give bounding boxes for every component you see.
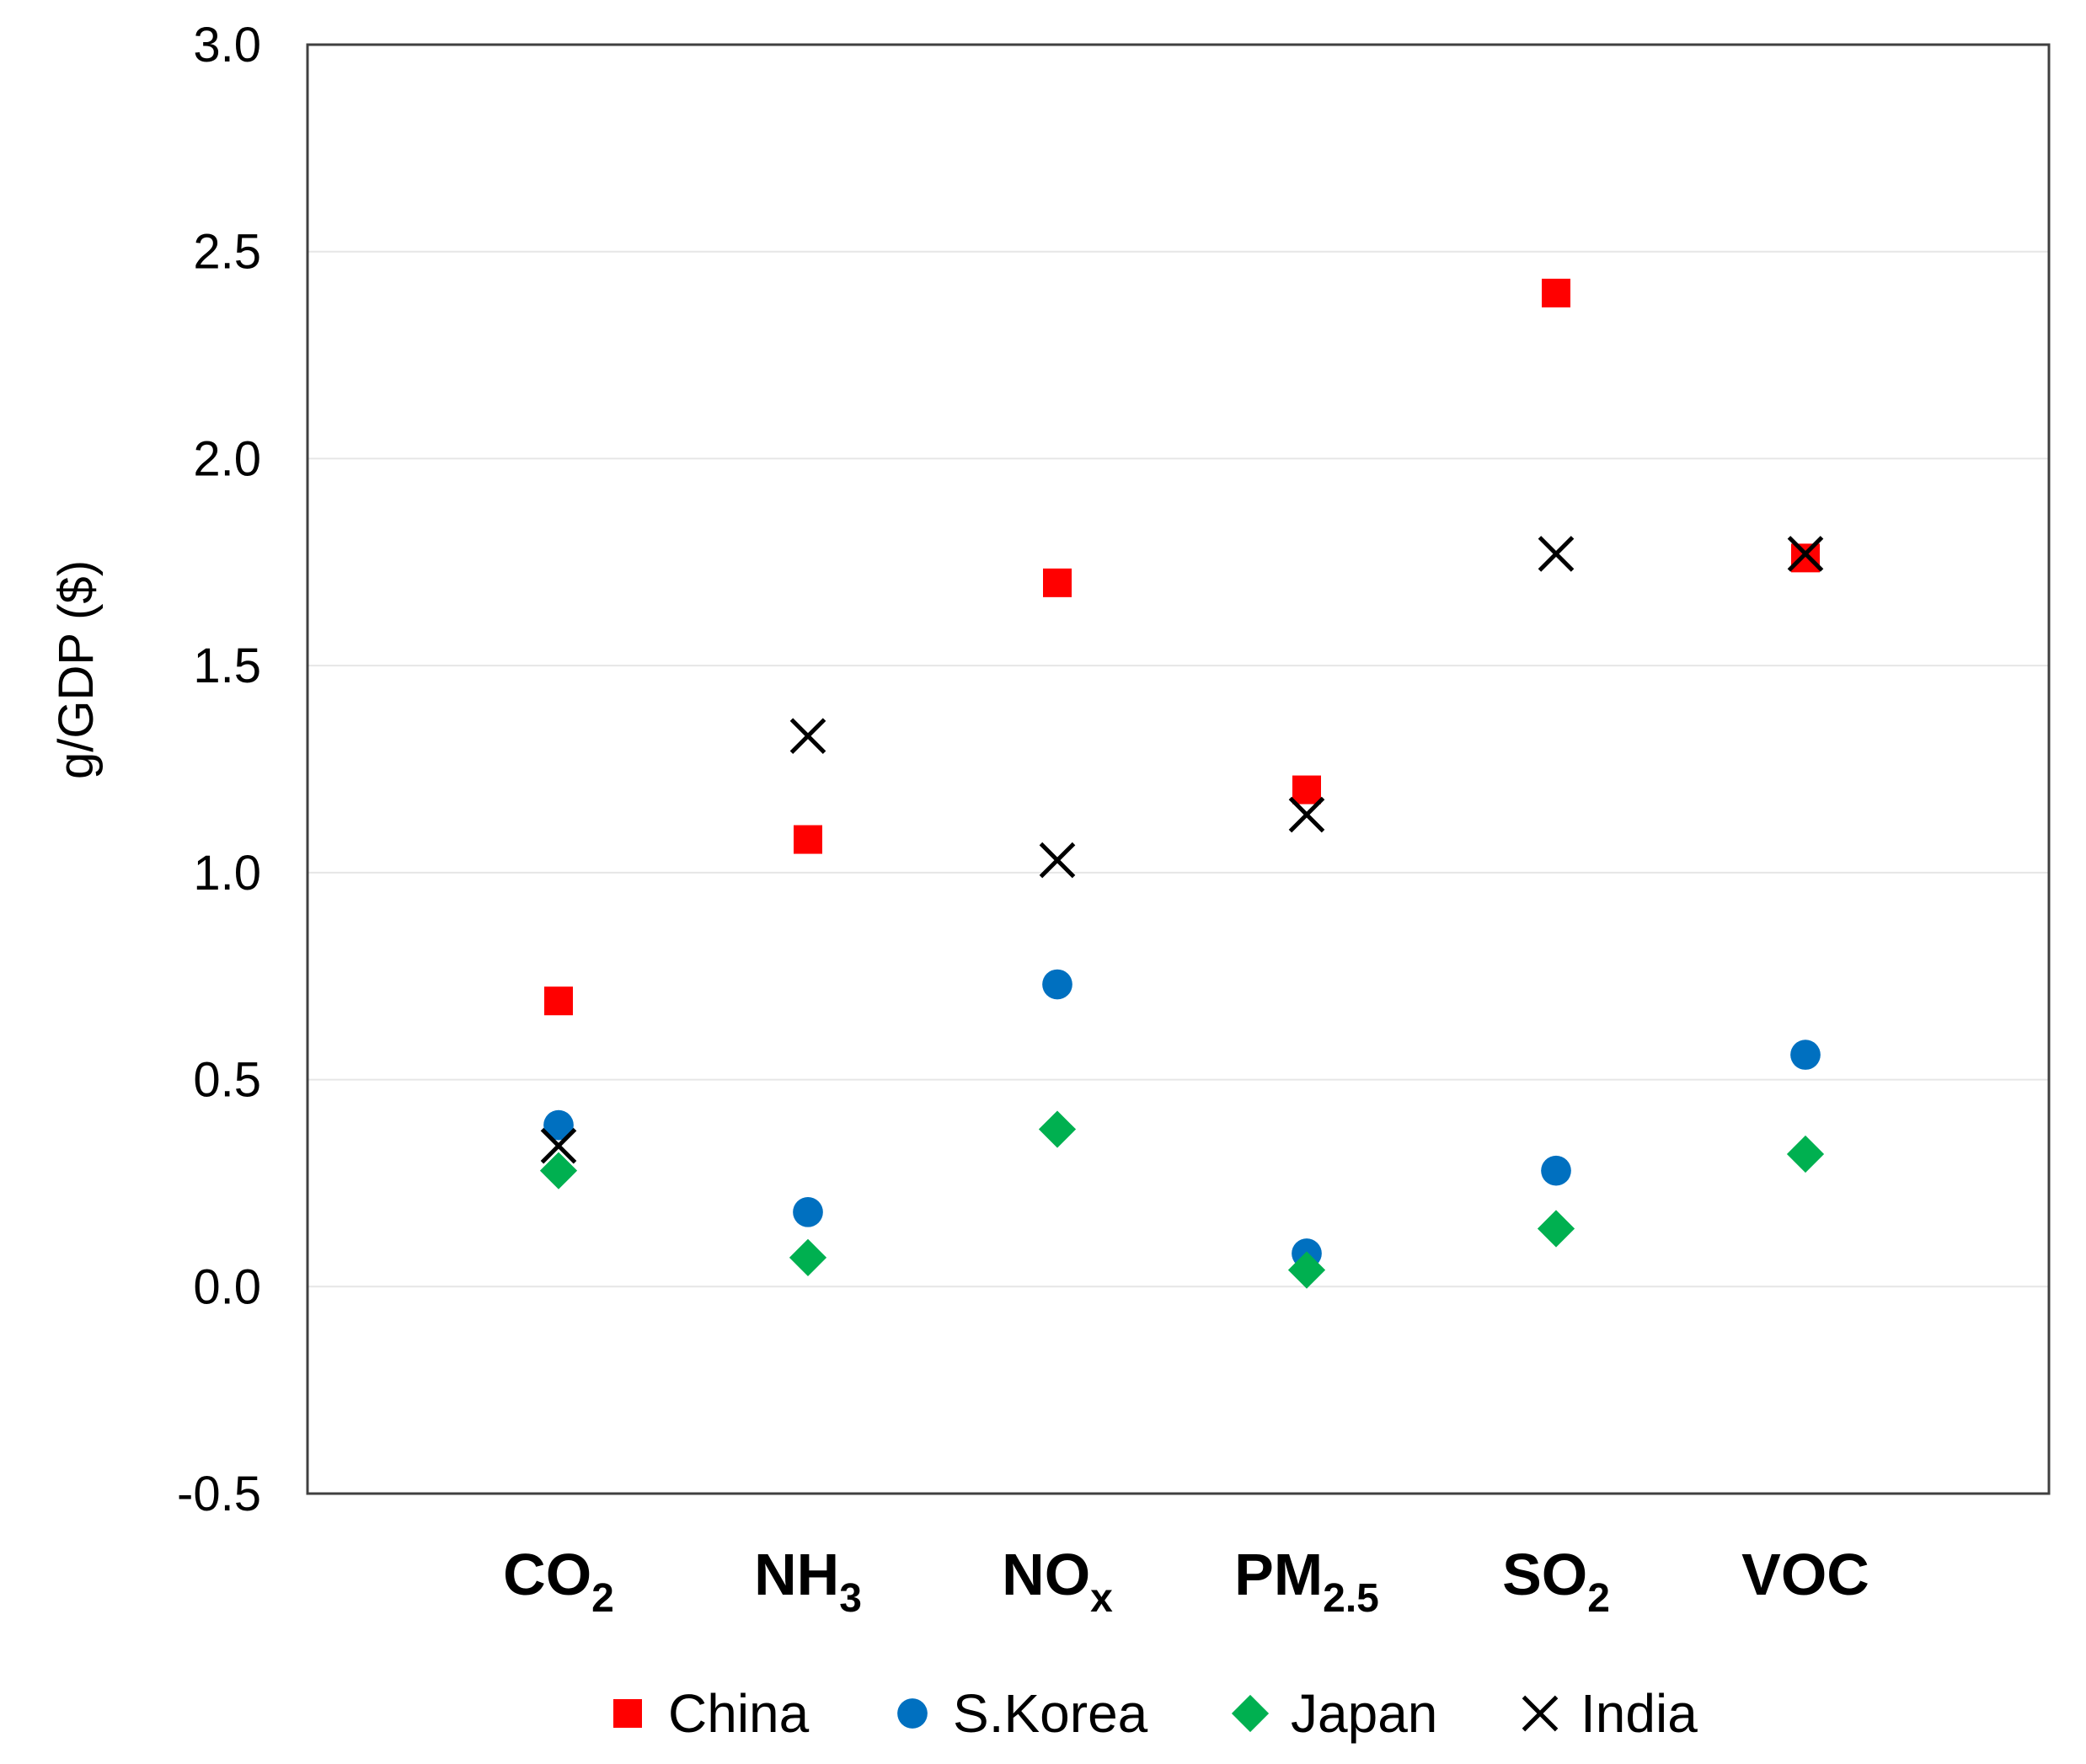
point-china-no — [1043, 568, 1072, 597]
point-india-so — [1538, 536, 1575, 572]
point-china-so — [1542, 278, 1570, 307]
y-tick-label: 0.5 — [193, 1053, 261, 1108]
x-category-label: NH3 — [754, 1542, 862, 1621]
legend-item-japan: Japan — [1231, 1683, 1437, 1744]
x-category-label: NOx — [1002, 1542, 1113, 1621]
point-india-nh — [789, 718, 826, 755]
category-base: NO — [1002, 1542, 1090, 1607]
point-skorea-voc — [1790, 1040, 1821, 1070]
category-base: SO — [1502, 1542, 1587, 1607]
legend-label: China — [668, 1683, 810, 1744]
x-category-label: CO2 — [503, 1542, 614, 1621]
x-category-label: PM2.5 — [1234, 1542, 1379, 1621]
point-china-co — [544, 986, 573, 1016]
legend-marker — [1231, 1694, 1270, 1733]
legend-label: India — [1581, 1683, 1698, 1744]
legend-item-china: China — [613, 1683, 810, 1744]
point-japan-no — [1038, 1110, 1077, 1148]
y-tick-label: 2.0 — [193, 431, 261, 486]
legend-marker — [897, 1698, 928, 1729]
point-india-voc — [1787, 536, 1824, 572]
y-tick-labels: -0.5 0.0 0.5 1.0 1.5 2.0 2.5 3.0 — [177, 18, 261, 1521]
legend-label: Japan — [1291, 1683, 1437, 1744]
point-skorea-so — [1541, 1155, 1571, 1186]
category-subscript: 2 — [1587, 1576, 1610, 1621]
legend-item-skorea: S.Korea — [897, 1683, 1148, 1744]
category-subscript: x — [1090, 1576, 1113, 1621]
point-china-pm — [1292, 775, 1321, 804]
point-india-co — [540, 1127, 577, 1164]
legend-item-india: India — [1522, 1683, 1698, 1744]
category-base: NH — [754, 1542, 839, 1607]
y-axis-title: g/GDP ($) — [49, 560, 104, 779]
point-japan-nh — [789, 1238, 827, 1276]
point-skorea-co — [543, 1109, 574, 1141]
x-category-label: VOC — [1741, 1542, 1869, 1607]
legend-marker — [1522, 1695, 1559, 1732]
point-china-voc — [1791, 543, 1820, 573]
gridlines — [308, 250, 2049, 1288]
category-base: VOC — [1741, 1542, 1869, 1607]
y-tick-label: 3.0 — [193, 18, 261, 72]
category-base: CO — [503, 1542, 591, 1607]
point-skorea-no — [1042, 969, 1072, 1000]
legend-label: S.Korea — [953, 1683, 1148, 1744]
y-tick-label: -0.5 — [177, 1467, 261, 1521]
x-category-label: SO2 — [1502, 1542, 1610, 1621]
point-japan-co — [539, 1152, 578, 1189]
category-subscript: 2 — [591, 1576, 614, 1621]
y-tick-label: 2.5 — [193, 225, 261, 280]
data-points — [539, 278, 1825, 1289]
y-tick-label: 1.5 — [193, 639, 261, 693]
point-india-pm — [1288, 796, 1325, 833]
category-subscript: 2.5 — [1323, 1576, 1379, 1621]
point-japan-voc — [1786, 1135, 1825, 1173]
y-tick-label: 0.0 — [193, 1259, 261, 1314]
point-japan-so — [1537, 1210, 1575, 1248]
point-china-nh — [794, 825, 822, 854]
legend-marker — [613, 1699, 642, 1728]
y-tick-label: 1.0 — [193, 846, 261, 901]
point-japan-pm — [1287, 1251, 1326, 1289]
point-india-no — [1039, 842, 1076, 879]
legend: China S.Korea Japan India — [613, 1683, 1698, 1744]
category-base: PM — [1234, 1542, 1323, 1607]
plot-area-frame — [306, 43, 2051, 1495]
category-subscript: 3 — [839, 1576, 862, 1621]
point-skorea-nh — [793, 1196, 823, 1227]
x-category-labels: CO2 NH3 NOx PM2.5 SO2 VOC — [503, 1542, 1869, 1621]
